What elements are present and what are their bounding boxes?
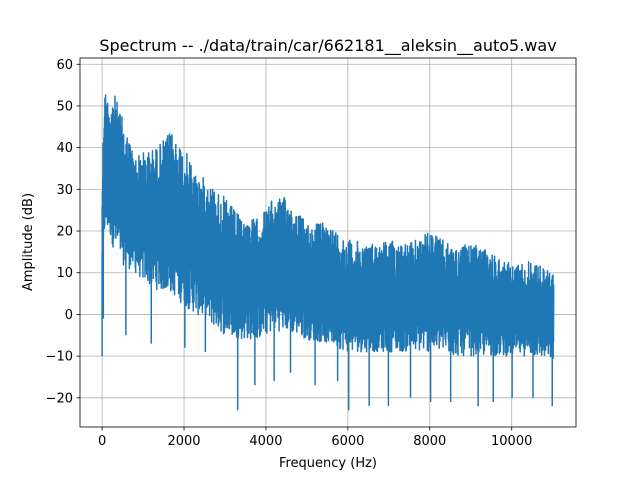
y-tick-label: 0 [65, 308, 73, 323]
x-axis-title: Frequency (Hz) [279, 456, 377, 471]
chart-title: Spectrum -- ./data/train/car/662181__ale… [99, 36, 556, 56]
y-tick-label: 40 [56, 141, 73, 156]
x-axis-ticks: 0 2000 4000 6000 8000 10000 [98, 427, 532, 449]
y-tick-label: 20 [56, 225, 73, 240]
spectrum-line [101, 94, 555, 411]
y-tick-label: 30 [56, 183, 73, 198]
plot-frame [79, 57, 577, 428]
y-tick-label: −20 [46, 391, 73, 406]
y-tick-label: 60 [56, 58, 73, 73]
y-tick-label: −10 [46, 350, 73, 365]
series-group [101, 94, 555, 411]
y-tick-label: 50 [56, 99, 73, 114]
y-axis-ticks: −20 −10 0 10 20 30 40 50 60 [46, 58, 80, 406]
y-tick-label: 10 [56, 266, 73, 281]
x-tick-label: 10000 [491, 434, 532, 449]
x-tick-label: 8000 [413, 434, 446, 449]
x-tick-label: 6000 [331, 434, 364, 449]
x-tick-label: 4000 [249, 434, 282, 449]
y-axis-title: Amplitude (dB) [21, 193, 36, 291]
x-tick-label: 0 [98, 434, 106, 449]
x-tick-label: 2000 [167, 434, 200, 449]
